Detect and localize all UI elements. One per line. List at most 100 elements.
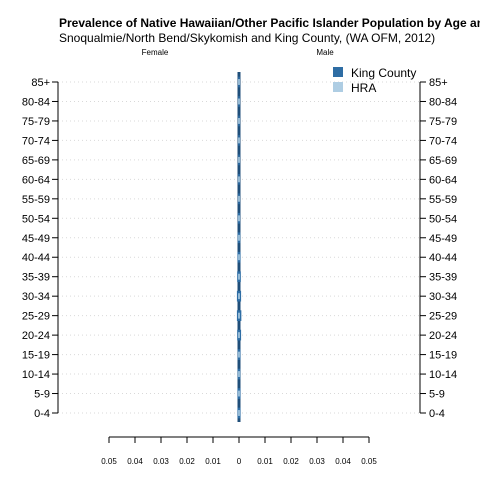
bar-male-king-county-25-29 <box>239 310 242 322</box>
y-tick-label-left: 0-4 <box>34 408 50 420</box>
bar-male-hra-65-69 <box>239 156 240 163</box>
bar-female-hra-40-44 <box>238 254 239 261</box>
x-tick-label: 0.03 <box>309 457 325 466</box>
bar-female-hra-0-4 <box>238 410 239 416</box>
bar-male-hra-10-14 <box>239 371 240 378</box>
bar-female-king-county-25-29 <box>236 310 239 322</box>
y-tick-label-left: 15-19 <box>22 350 50 362</box>
y-tick-label-right: 0-4 <box>429 408 445 420</box>
y-tick-label-right: 40-44 <box>429 252 457 264</box>
x-tick-label: 0.05 <box>101 457 117 466</box>
y-tick-label-left: 80-84 <box>22 96 50 108</box>
y-tick-label-left: 70-74 <box>22 135 50 147</box>
y-tick-label-right: 10-14 <box>429 369 457 381</box>
bar-male-hra-25-29 <box>239 312 240 319</box>
x-tick-label: 0 <box>237 457 242 466</box>
y-tick-label-left: 55-59 <box>22 194 50 206</box>
bar-male-hra-40-44 <box>239 254 240 261</box>
y-tick-label-right: 15-19 <box>429 350 457 362</box>
bar-female-king-county-35-39 <box>237 271 239 283</box>
y-tick-label-right: 30-34 <box>429 291 457 303</box>
bar-female-hra-15-19 <box>238 351 239 358</box>
y-tick-label-left: 20-24 <box>22 330 50 342</box>
x-axis: 0.05 0.04 0.03 0.02 0.01 0 0.01 0.02 0.03 0.04 0.0… <box>101 436 377 466</box>
bar-male-king-county-20-24 <box>239 329 242 341</box>
bar-female-hra-65-69 <box>238 156 239 163</box>
x-tick-label: 0.05 <box>361 457 377 466</box>
female-label: Female <box>142 48 169 57</box>
bar-male-king-county-35-39 <box>239 271 241 283</box>
y-tick-label-left: 60-64 <box>22 174 50 186</box>
y-tick-label-left: 5-9 <box>34 389 50 401</box>
bar-female-hra-35-39 <box>238 273 239 280</box>
y-tick-label-left: 30-34 <box>22 291 50 303</box>
legend-label-hra: HRA <box>351 81 376 95</box>
bar-male-hra-75-79 <box>239 117 240 124</box>
y-tick-label-right: 75-79 <box>429 116 457 128</box>
right-y-axis: 0-4 5-9 10-14 15-19 20-24 25-29 30-34 35-39 40-4… <box>419 77 457 420</box>
y-tick-label-right: 85+ <box>429 77 448 89</box>
x-tick-label: 0.01 <box>257 457 273 466</box>
y-tick-label-right: 25-29 <box>429 311 457 323</box>
x-tick-label: 0.04 <box>335 457 351 466</box>
y-tick-label-right: 70-74 <box>429 135 457 147</box>
y-tick-label-right: 60-64 <box>429 174 457 186</box>
bar-male-hra-70-74 <box>239 137 240 144</box>
bar-female-king-county-20-24 <box>237 329 239 341</box>
y-tick-label-right: 5-9 <box>429 389 445 401</box>
bar-female-hra-75-79 <box>238 117 239 124</box>
legend-label-king-county: King County <box>351 66 416 80</box>
y-tick-label-left: 40-44 <box>22 252 50 264</box>
bar-female-hra-5-9 <box>238 390 239 397</box>
y-tick-label-right: 35-39 <box>429 272 457 284</box>
bar-female-hra-85+ <box>238 79 239 85</box>
bar-male-hra-55-59 <box>239 195 240 202</box>
y-tick-label-right: 55-59 <box>429 194 457 206</box>
bar-male-hra-15-19 <box>239 351 240 358</box>
x-tick-label: 0.02 <box>179 457 195 466</box>
y-tick-label-left: 85+ <box>31 77 50 89</box>
bar-male-hra-85+ <box>239 79 240 85</box>
bar-female-hra-80-84 <box>238 98 239 105</box>
y-tick-label-right: 45-49 <box>429 233 457 245</box>
y-tick-label-left: 65-69 <box>22 155 50 167</box>
y-tick-label-right: 65-69 <box>429 155 457 167</box>
bar-female-hra-60-64 <box>238 176 239 183</box>
y-tick-label-left: 45-49 <box>22 233 50 245</box>
bar-female-hra-10-14 <box>238 371 239 378</box>
bar-female-hra-25-29 <box>238 312 239 319</box>
bar-female-king-county-30-34 <box>236 290 239 302</box>
left-y-axis: 0-4 5-9 10-14 15-19 20-24 25-29 30-34 35-39 40-4… <box>22 77 59 420</box>
x-tick-label: 0.02 <box>283 457 299 466</box>
y-tick-label-left: 35-39 <box>22 272 50 284</box>
bars <box>236 72 242 422</box>
bar-female-hra-50-54 <box>238 215 239 222</box>
bar-male-hra-5-9 <box>239 390 240 397</box>
legend-swatch-hra <box>333 82 343 92</box>
bar-female-hra-20-24 <box>238 332 239 339</box>
legend: King County HRA <box>333 66 416 95</box>
bar-male-hra-20-24 <box>239 332 240 339</box>
bar-male-hra-60-64 <box>239 176 240 183</box>
bar-female-hra-70-74 <box>238 137 239 144</box>
y-tick-label-left: 10-14 <box>22 369 50 381</box>
chart-title: Prevalence of Native Hawaiian/Other Paci… <box>59 16 480 30</box>
y-tick-label-left: 50-54 <box>22 213 50 225</box>
y-tick-label-left: 75-79 <box>22 116 50 128</box>
x-tick-label: 0.03 <box>153 457 169 466</box>
bar-male-hra-0-4 <box>239 410 240 416</box>
x-tick-label: 0.01 <box>205 457 221 466</box>
bar-male-king-county-30-34 <box>239 290 242 302</box>
bar-male-hra-50-54 <box>239 215 240 222</box>
bar-male-hra-80-84 <box>239 98 240 105</box>
bar-female-hra-55-59 <box>238 195 239 202</box>
male-label: Male <box>316 48 334 57</box>
chart-subtitle: Snoqualmie/North Bend/Skykomish and King… <box>59 31 435 45</box>
y-tick-label-right: 80-84 <box>429 96 457 108</box>
bar-male-hra-45-49 <box>239 234 240 241</box>
x-tick-label: 0.04 <box>127 457 143 466</box>
bar-male-hra-30-34 <box>239 293 240 300</box>
y-tick-label-left: 25-29 <box>22 311 50 323</box>
bar-female-hra-45-49 <box>238 234 239 241</box>
